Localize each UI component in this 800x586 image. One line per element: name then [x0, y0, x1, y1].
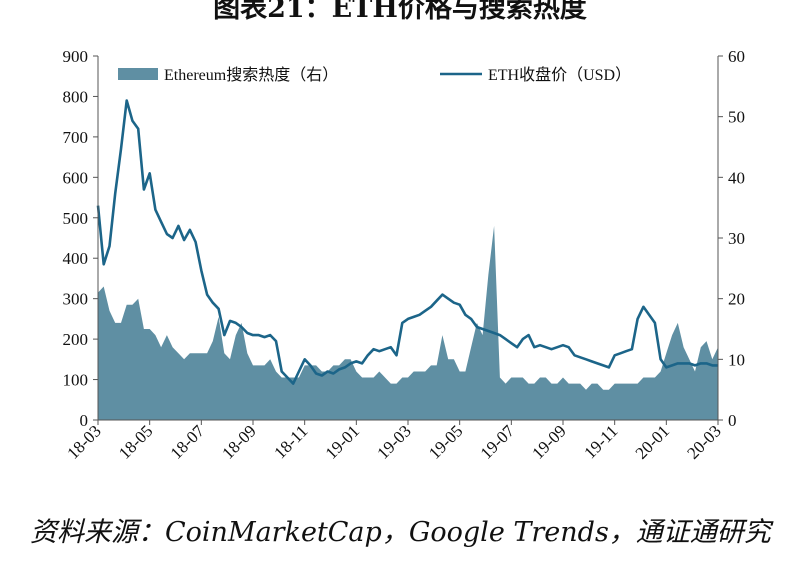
right-tick-label: 50	[728, 108, 745, 127]
x-tick-label: 19-09	[528, 421, 569, 462]
x-tick-label: 18-11	[270, 421, 311, 462]
left-tick-label: 0	[80, 411, 89, 430]
left-tick-label: 200	[63, 330, 89, 349]
x-tick-label: 19-05	[425, 421, 466, 462]
left-tick-label: 400	[63, 249, 89, 268]
x-tick-label: 18-03	[63, 421, 104, 462]
legend-area-swatch	[118, 68, 158, 80]
x-tick-label: 19-11	[580, 421, 621, 462]
chart-title: 图表21：ETH价格与搜索热度	[213, 0, 587, 24]
right-tick-label: 60	[728, 47, 745, 66]
left-tick-label: 600	[63, 168, 89, 187]
search-interest-area	[98, 225, 718, 420]
left-tick-label: 300	[63, 290, 89, 309]
x-tick-label: 18-05	[115, 421, 156, 462]
x-tick-label: 20-01	[632, 421, 673, 462]
x-tick-label: 19-01	[322, 421, 363, 462]
left-tick-label: 500	[63, 209, 89, 228]
chart-area: 0 100 200 300 400 500 600 700 800 900 0 10 20 30 40 50 6…	[63, 47, 746, 463]
right-tick-label: 0	[728, 411, 737, 430]
plot-area	[96, 99, 718, 420]
left-tick-label: 900	[63, 47, 89, 66]
left-tick-label: 700	[63, 128, 89, 147]
right-tick-label: 20	[728, 290, 745, 309]
source-note: 资料来源：CoinMarketCap，Google Trends，通证通研究	[30, 517, 771, 548]
right-tick-label: 10	[728, 350, 745, 369]
x-tick-label: 20-03	[683, 421, 724, 462]
legend: Ethereum搜索热度（右） ETH收盘价（USD）	[118, 65, 631, 84]
x-tick-label: 19-07	[477, 421, 519, 463]
x-tick-label: 18-07	[167, 421, 209, 463]
x-tick-label: 18-09	[218, 421, 259, 462]
legend-area-label: Ethereum搜索热度（右）	[164, 66, 338, 84]
right-tick-label: 40	[728, 168, 745, 187]
left-tick-label: 800	[63, 87, 89, 106]
x-tick-label: 19-03	[373, 421, 414, 462]
legend-line-label: ETH收盘价（USD）	[488, 65, 631, 84]
right-tick-label: 30	[728, 229, 745, 248]
left-tick-label: 100	[63, 371, 89, 390]
eth-price-line	[96, 99, 718, 385]
